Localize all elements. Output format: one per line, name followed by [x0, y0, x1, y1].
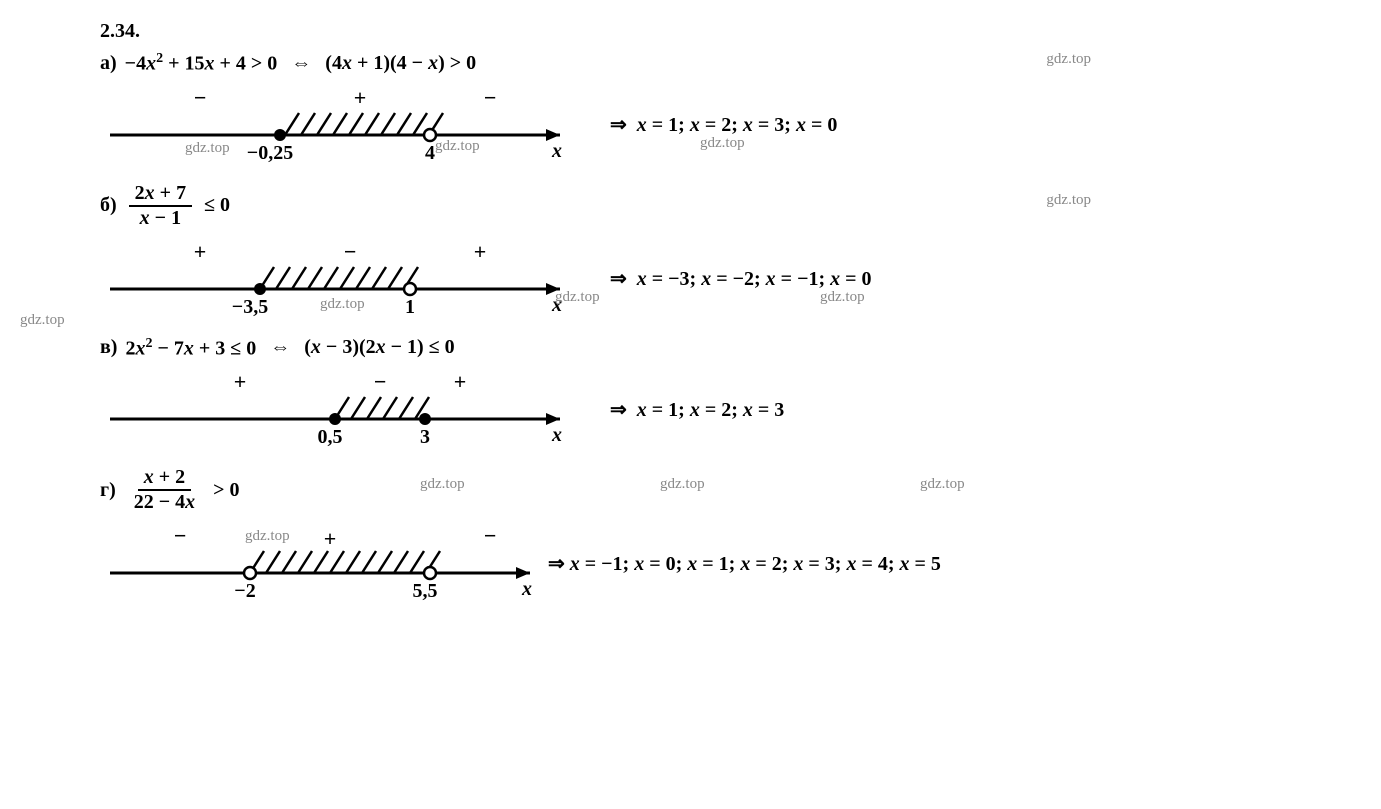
part-b-result: ⇒ x = −3; x = −2; x = −1; x = 0: [610, 266, 872, 291]
watermark: gdz.top: [920, 476, 965, 493]
svg-text:+: +: [234, 369, 247, 394]
watermark: gdz.top: [320, 296, 365, 313]
part-b-label: б): [100, 194, 117, 217]
part-g-diagram-row: gdz.top x−+−−25,5 ⇒ x = −1; x = 0; x = 1…: [100, 518, 1341, 608]
svg-text:+: +: [324, 526, 337, 551]
svg-text:+: +: [454, 369, 467, 394]
svg-text:−3,5: −3,5: [232, 296, 268, 318]
problem-number: 2.34.: [100, 20, 1341, 43]
part-b-rel: ≤ 0: [204, 194, 230, 217]
svg-text:5,5: 5,5: [413, 580, 438, 602]
part-v-lhs: 2x2 − 7x + 3 ≤ 0: [125, 336, 256, 361]
part-a: gdz.top а) −4x2 + 15x + 4 > 0 ⇔ (4x + 1)…: [40, 51, 1341, 170]
frac-numerator: x + 2: [138, 466, 191, 491]
part-v: в) 2x2 − 7x + 3 ≤ 0 ⇔ (x − 3)(2x − 1) ≤ …: [40, 336, 1341, 455]
frac-denominator: 22 − 4x: [128, 491, 201, 514]
part-a-lhs: −4x2 + 15x + 4 > 0: [125, 51, 278, 76]
svg-text:−: −: [194, 85, 207, 110]
svg-text:x: x: [551, 424, 562, 446]
part-a-number-line: x − + − −0,25 4: [100, 80, 580, 170]
watermark: gdz.top: [820, 289, 865, 306]
svg-text:3: 3: [420, 426, 430, 448]
svg-text:−2: −2: [234, 580, 255, 602]
part-a-result: ⇒ x = 1; x = 2; x = 3; x = 0: [610, 112, 837, 137]
watermark: gdz.top: [185, 140, 230, 157]
svg-text:−: −: [484, 85, 497, 110]
equiv-symbol: ⇔: [270, 336, 290, 359]
watermark: gdz.top: [1046, 192, 1091, 209]
svg-text:x: x: [521, 578, 532, 600]
part-v-expression: в) 2x2 − 7x + 3 ≤ 0 ⇔ (x − 3)(2x − 1) ≤ …: [100, 336, 1341, 361]
svg-text:x: x: [551, 140, 562, 162]
part-a-diagram-row: x − + − −0,25 4 gdz.top gdz.top gdz.top ⇒ x =…: [100, 80, 1341, 170]
part-g-fraction: x + 2 22 − 4x: [128, 466, 201, 514]
part-v-number-line: x + − +0,5 3: [100, 364, 580, 454]
svg-text:+: +: [474, 239, 487, 264]
part-g-expression: г) x + 2 22 − 4x > 0: [100, 466, 1341, 514]
svg-text:−: −: [174, 523, 187, 548]
svg-text:1: 1: [405, 296, 415, 318]
watermark: gdz.top: [435, 138, 480, 155]
part-b-expression: б) 2x + 7 x − 1 ≤ 0: [100, 182, 1341, 230]
part-v-label: в): [100, 336, 117, 359]
part-v-rhs: (x − 3)(2x − 1) ≤ 0: [304, 336, 454, 359]
watermark: gdz.top: [1046, 51, 1091, 68]
watermark: gdz.top: [660, 476, 705, 493]
part-g-result: ⇒ x = −1; x = 0; x = 1; x = 2; x = 3; x …: [548, 551, 941, 576]
watermark: gdz.top: [420, 476, 465, 493]
svg-text:+: +: [354, 85, 367, 110]
part-a-label: а): [100, 52, 117, 75]
watermark: gdz.top: [555, 289, 600, 306]
svg-text:−0,25: −0,25: [247, 142, 293, 164]
svg-text:−: −: [484, 523, 497, 548]
svg-text:4: 4: [425, 142, 435, 164]
svg-text:0,5: 0,5: [318, 426, 343, 448]
frac-denominator: x − 1: [134, 207, 187, 230]
part-a-expression: а) −4x2 + 15x + 4 > 0 ⇔ (4x + 1)(4 − x) …: [100, 51, 1341, 76]
watermark: gdz.top: [700, 135, 745, 152]
part-a-rhs: (4x + 1)(4 − x) > 0: [325, 52, 476, 75]
part-v-diagram-row: x + − +0,5 3 ⇒ x = 1; x = 2; x = 3: [100, 364, 1341, 454]
part-b-diagram-row: x+−+−3,51 gdz.top gdz.top gdz.top ⇒ x = …: [100, 234, 1341, 324]
part-g-rel: > 0: [213, 479, 239, 502]
part-g-label: г): [100, 479, 116, 502]
svg-text:−: −: [374, 369, 387, 394]
part-v-result: ⇒ x = 1; x = 2; x = 3: [610, 397, 784, 422]
part-b: gdz.top б) 2x + 7 x − 1 ≤ 0 x+−+−3,51 gd…: [40, 182, 1341, 324]
part-g-number-line: x − + − −2 5,5: [100, 518, 540, 608]
frac-numerator: 2x + 7: [129, 182, 192, 207]
watermark: gdz.top: [20, 312, 65, 329]
part-g: gdz.top gdz.top gdz.top г) x + 2 22 − 4x…: [40, 466, 1341, 608]
svg-text:+: +: [194, 239, 207, 264]
part-b-fraction: 2x + 7 x − 1: [129, 182, 192, 230]
svg-text:−: −: [344, 239, 357, 264]
equiv-symbol: ⇔: [291, 52, 311, 75]
